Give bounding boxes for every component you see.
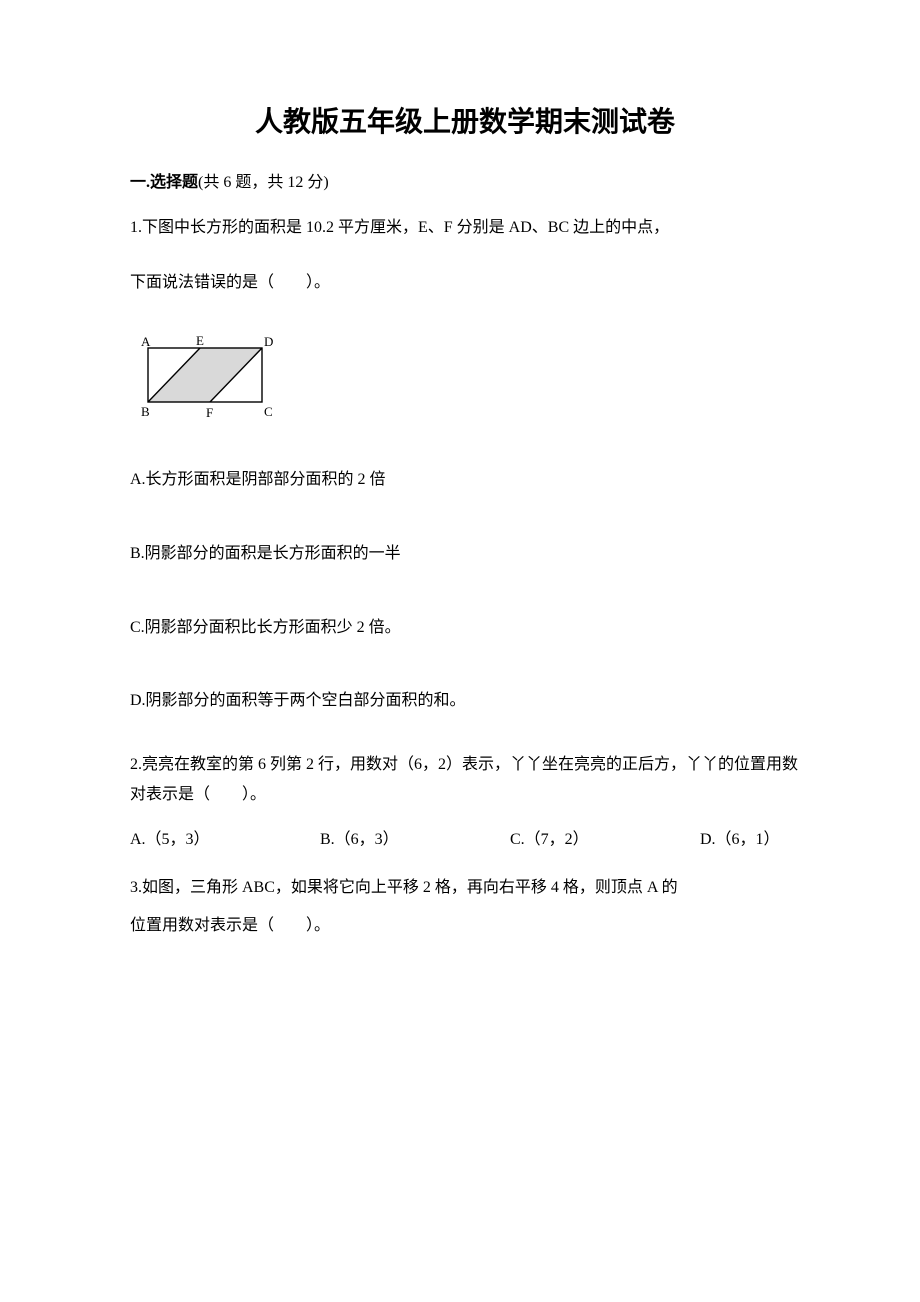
q1-label-E: E: [196, 333, 204, 348]
section-label-bold: 一.选择题: [130, 174, 198, 191]
q1-parallelogram: [148, 348, 262, 402]
q1-option-A: A.长方形面积是阴部部分面积的 2 倍: [130, 467, 800, 493]
q1-option-C: C.阴影部分面积比长方形面积少 2 倍。: [130, 615, 800, 641]
q1-label-D: D: [264, 334, 273, 349]
q3-stem-line2: 位置用数对表示是（ ）。: [130, 907, 800, 945]
q1-stem-line1: 1.下图中长方形的面积是 10.2 平方厘米，E、F 分别是 AD、BC 边上的…: [130, 210, 800, 245]
q1-option-B: B.阴影部分的面积是长方形面积的一半: [130, 541, 800, 567]
q2-option-B: B.（6，3）: [320, 825, 510, 849]
q1-label-C: C: [264, 404, 273, 419]
q1-figure: A E D B F C: [134, 332, 800, 427]
section-header: 一.选择题(共 6 题，共 12 分): [130, 168, 800, 192]
q1-option-D: D.阴影部分的面积等于两个空白部分面积的和。: [130, 688, 800, 714]
q1-stem-line2: 下面说法错误的是（ ）。: [130, 265, 800, 300]
q3-stem-line1: 3.如图，三角形 ABC，如果将它向上平移 2 格，再向右平移 4 格，则顶点 …: [130, 869, 800, 907]
section-label-rest: (共 6 题，共 12 分): [198, 174, 329, 191]
q1-label-A: A: [141, 334, 151, 349]
q2-option-D: D.（6，1）: [700, 825, 780, 849]
q2-options: A.（5，3） B.（6，3） C.（7，2） D.（6，1）: [130, 825, 800, 849]
exam-title: 人教版五年级上册数学期末测试卷: [130, 100, 800, 140]
q2-option-A: A.（5，3）: [130, 825, 320, 849]
q1-label-B: B: [141, 404, 150, 419]
q2-stem: 2.亮亮在教室的第 6 列第 2 行，用数对（6，2）表示，丫丫坐在亮亮的正后方…: [130, 750, 800, 811]
q2-option-C: C.（7，2）: [510, 825, 700, 849]
q1-label-F: F: [206, 405, 213, 420]
